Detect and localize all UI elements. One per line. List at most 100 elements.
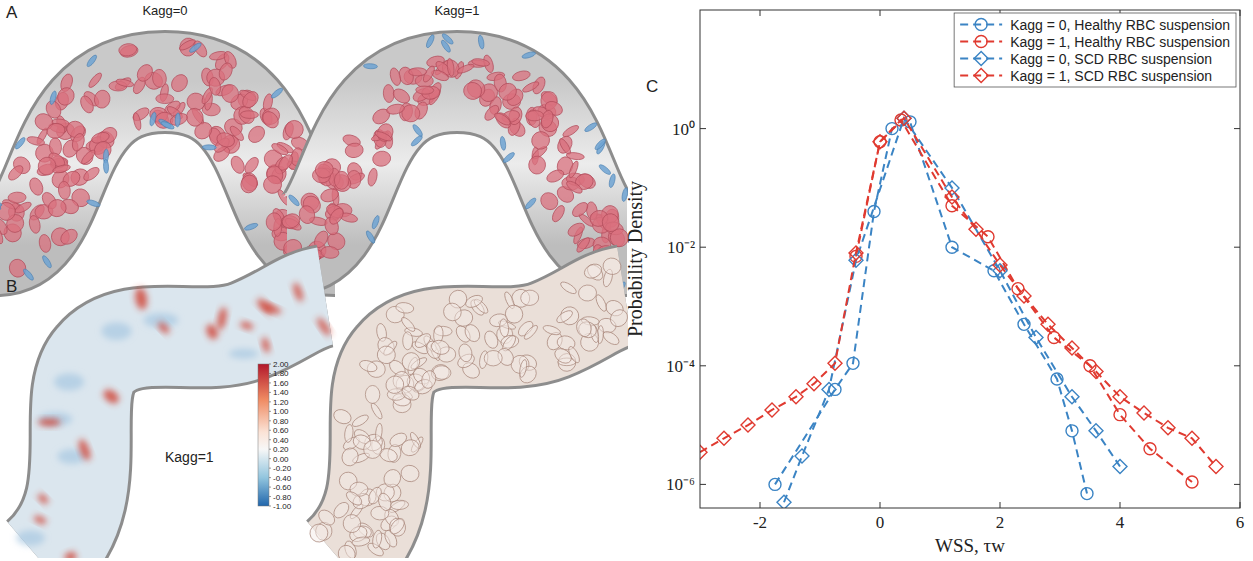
red-blood-cell: [70, 132, 86, 153]
platelet: [86, 199, 101, 208]
colorbar-tick: [269, 392, 271, 393]
red-blood-cell: [409, 68, 427, 76]
red-blood-cell: [240, 89, 262, 111]
y-tick: [1234, 484, 1240, 485]
red-blood-cell: [403, 332, 413, 350]
red-blood-cell: [220, 83, 240, 104]
series-marker: [945, 181, 959, 195]
red-blood-cell: [446, 58, 455, 77]
red-blood-cell: [81, 165, 101, 183]
colorbar-tick: [269, 496, 271, 497]
red-blood-cell: [344, 424, 354, 443]
legend: Kagg = 0, Healthy RBC suspensionKagg = 1…: [954, 13, 1236, 87]
platelet: [149, 112, 157, 127]
colorbar-tick: [269, 401, 271, 402]
platelet: [103, 159, 109, 173]
red-blood-cell: [395, 301, 414, 314]
red-blood-cell: [482, 329, 500, 350]
red-blood-cell: [283, 118, 306, 141]
red-blood-cell: [430, 338, 451, 356]
platelet: [500, 136, 507, 151]
red-blood-cell: [276, 152, 295, 173]
vessel-lumen: [0, 82, 335, 245]
red-blood-cell: [399, 350, 422, 374]
series-marker: [822, 382, 836, 396]
panel-b-left: [16, 281, 333, 558]
red-blood-cell: [280, 211, 302, 230]
red-blood-cell: [484, 350, 503, 366]
red-blood-cell: [511, 69, 531, 82]
platelet: [14, 136, 27, 150]
series-marker: [769, 478, 781, 490]
colorbar-tick-label: 1.80: [273, 369, 289, 378]
red-blood-cell: [80, 148, 97, 166]
chart-c: -2024610⁻⁶10⁻⁴10⁻²10⁰WSS, τwProbability …: [624, 10, 1244, 556]
y-tick-label: 10⁻⁴: [666, 357, 695, 376]
red-blood-cell: [381, 467, 404, 491]
red-blood-cell: [561, 123, 580, 138]
y-tick-label: 10⁻⁶: [666, 475, 695, 494]
series-marker: [1113, 390, 1127, 404]
wss-hot-spot: [260, 336, 271, 354]
red-blood-cell: [399, 315, 416, 333]
series-line: [775, 122, 1087, 494]
vessel-wall: [340, 296, 625, 558]
red-blood-cell: [367, 168, 379, 187]
red-blood-cell: [168, 72, 190, 95]
red-blood-cell: [400, 383, 422, 403]
red-blood-cell: [400, 438, 421, 458]
red-blood-cell: [387, 516, 407, 537]
wss-hot-spot: [36, 492, 50, 506]
red-blood-cell: [93, 89, 112, 110]
red-blood-cell: [7, 257, 28, 279]
figure: ABCKagg=0Kagg=1Kagg=12.001.801.601.401.2…: [0, 0, 1253, 561]
y-tick-label: 10⁻²: [667, 238, 695, 257]
red-blood-cell: [334, 171, 349, 189]
red-blood-cell: [245, 123, 268, 146]
red-blood-cell: [575, 236, 592, 254]
red-blood-cell: [388, 67, 402, 87]
red-blood-cell: [297, 204, 316, 225]
red-blood-cell: [265, 212, 283, 232]
red-blood-cell: [570, 200, 590, 220]
platelet: [425, 34, 436, 49]
wss-hot-spot: [156, 320, 171, 335]
wss-hot-spot: [315, 316, 333, 338]
platelet: [0, 198, 2, 212]
platelet: [584, 121, 598, 133]
series-marker: [1089, 365, 1103, 379]
series-marker: [1065, 341, 1079, 355]
series-marker: [1029, 331, 1043, 345]
colorbar-tick: [269, 364, 271, 365]
x-tick: [760, 502, 761, 508]
series-marker: [795, 449, 809, 463]
red-blood-cell: [464, 293, 485, 310]
x-tick-label: 4: [1116, 513, 1125, 532]
vessel-wall: [0, 82, 335, 245]
red-blood-cell: [26, 135, 45, 147]
red-blood-cell: [320, 246, 339, 260]
legend-marker: [975, 36, 987, 48]
platelet: [524, 197, 537, 211]
panel-title: Kagg=1: [165, 449, 214, 465]
x-tick-label: 6: [1236, 513, 1245, 532]
series-marker: [1048, 332, 1060, 344]
colorbar-tick-label: -0.20: [273, 464, 292, 473]
platelet: [365, 230, 376, 245]
x-tick: [880, 10, 881, 16]
red-blood-cell: [262, 174, 284, 196]
red-blood-cell: [566, 220, 587, 238]
red-blood-cell: [215, 130, 236, 149]
platelet: [502, 151, 516, 164]
colorbar-tick-label: 0.80: [273, 417, 289, 426]
series-marker: [1209, 460, 1223, 474]
wss-hot-spot: [76, 438, 92, 462]
y-tick: [700, 365, 706, 366]
legend-marker: [974, 52, 988, 66]
colorbar-tick: [269, 411, 271, 412]
red-blood-cell: [567, 160, 580, 179]
series-marker: [868, 205, 880, 217]
vessel-wall: [40, 296, 325, 558]
platelet: [160, 120, 175, 130]
series-marker: [1113, 460, 1127, 474]
